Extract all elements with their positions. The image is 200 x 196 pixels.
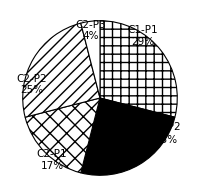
Text: C2-P3: C2-P3 [75,20,106,30]
Text: 4%: 4% [0,195,1,196]
Text: 25%: 25% [0,195,1,196]
Wedge shape [23,23,100,117]
Text: 25%: 25% [20,85,44,95]
Text: 29%: 29% [0,195,1,196]
Text: 29%: 29% [131,37,154,47]
Text: C2-P1: C2-P1 [37,149,67,159]
Text: C2-P2: C2-P2 [17,74,47,84]
Wedge shape [25,98,100,173]
Text: 4%: 4% [82,31,99,41]
Wedge shape [81,21,100,98]
Wedge shape [100,21,177,117]
Text: 25%: 25% [154,135,177,145]
Text: C1-P2: C1-P2 [150,122,181,132]
Text: 17%: 17% [0,195,1,196]
Wedge shape [81,98,175,175]
Text: 17%: 17% [41,161,64,171]
Text: C1-P1: C1-P1 [127,25,158,35]
Text: 25%: 25% [0,195,1,196]
